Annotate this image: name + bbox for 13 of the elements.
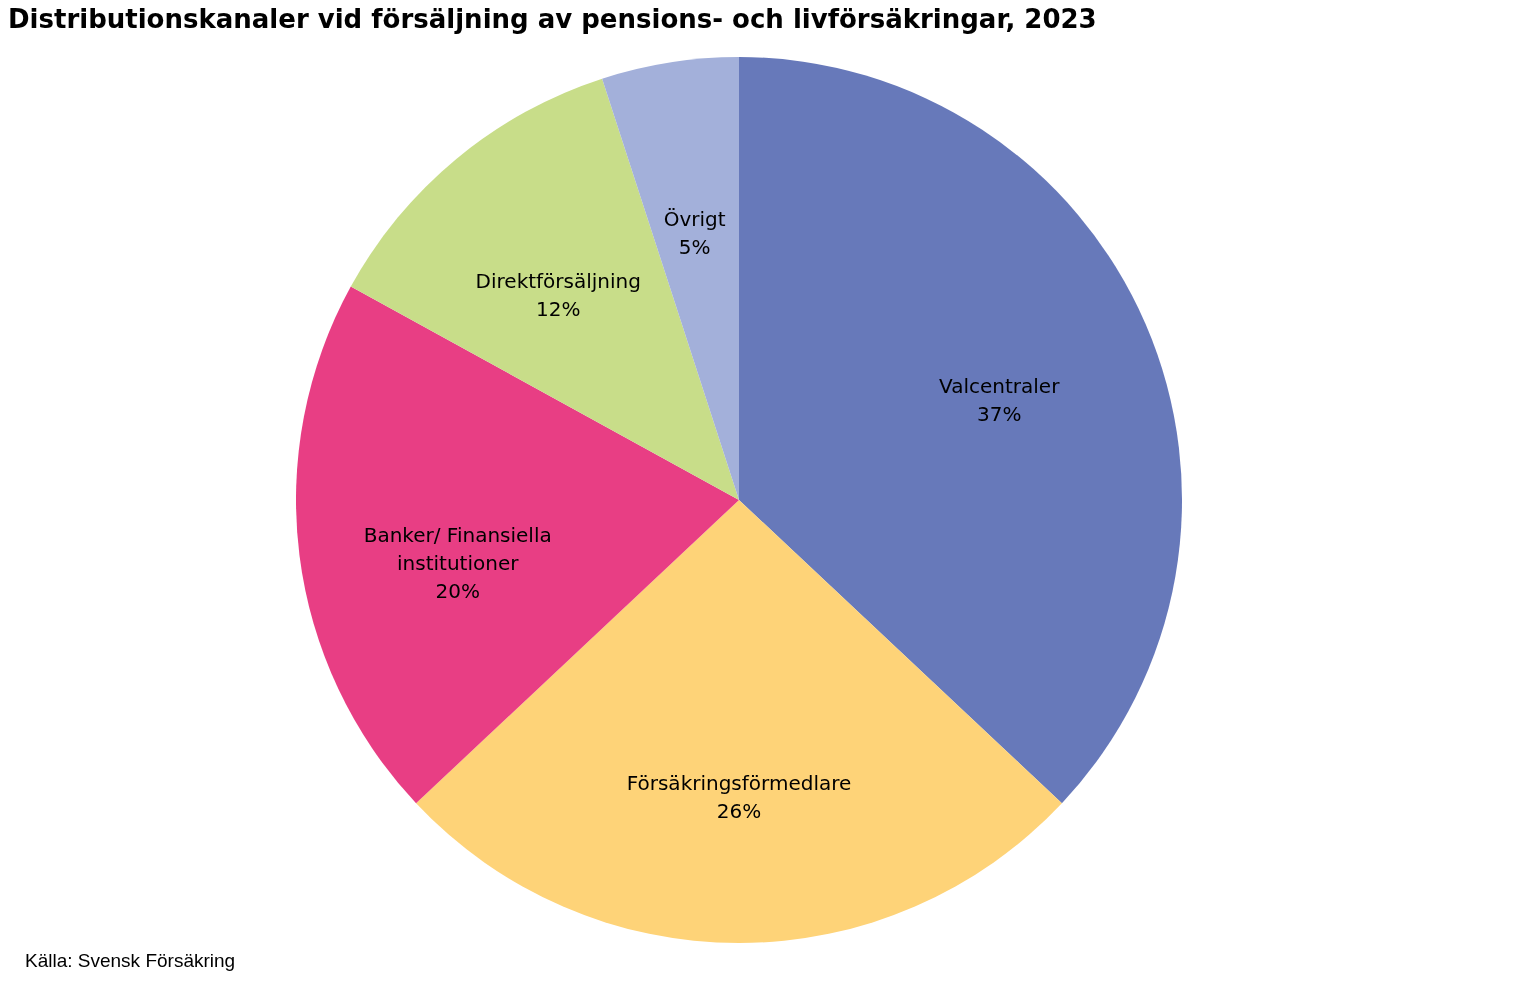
slice-label: Banker/ Finansiella institutioner — [363, 522, 552, 575]
pie-slice — [350, 78, 739, 500]
slice-label: Försäkringsförmedlare — [626, 770, 852, 795]
data-label: 20% — [435, 578, 480, 603]
data-label: 5% — [678, 234, 711, 259]
text: Källa: Svensk Försäkring — [25, 950, 236, 972]
data-label: 26% — [716, 798, 762, 823]
data-label: 37% — [976, 402, 1022, 427]
data-label: 12% — [536, 296, 581, 321]
chart-title: Distributionskanaler vid försäljning av pensions- och livförsäkringar, 2023 — [8, 4, 1098, 34]
slice-label: Övrigt — [663, 206, 726, 231]
slice-label: Direktförsäljning — [475, 268, 641, 293]
slice-label: Valcentraler — [939, 374, 1061, 399]
